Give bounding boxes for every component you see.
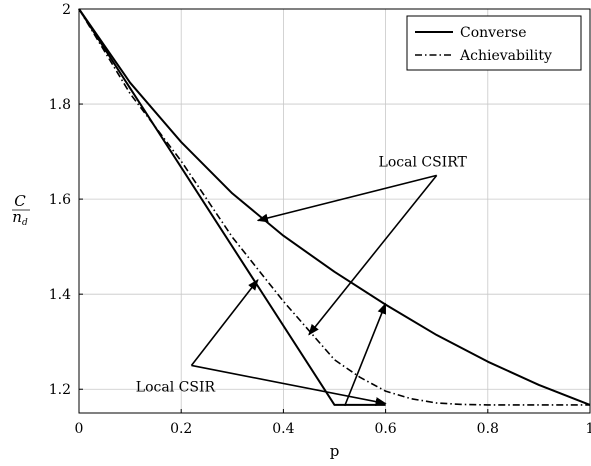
y-tick-label: 1.2 [49, 382, 71, 398]
x-tick-label: 0.6 [374, 421, 396, 437]
axis-ticks: 0 0.2 0.4 0.6 0.8 1 1.2 1.4 1.6 1.8 2 [49, 2, 591, 437]
annotation-arrow [190, 279, 259, 366]
y-tick-label: 1.8 [49, 97, 71, 113]
annotation-label-local-csir: Local CSIR [136, 379, 216, 395]
y-axis-label-denominator-base: n [12, 208, 22, 226]
x-axis-label: p [330, 442, 340, 460]
y-axis-label-numerator: C [14, 192, 26, 210]
x-tick-label: 0 [75, 421, 84, 437]
y-axis-label-denominator-sub: d [22, 218, 28, 228]
x-tick-label: 1 [586, 421, 591, 437]
y-tick-label: 1.6 [49, 192, 71, 208]
achievability-line [78, 8, 590, 406]
legend: Converse Achievability [406, 15, 582, 71]
plot-frame [78, 8, 591, 414]
annotation-label-local-csirt: Local CSIRT [379, 154, 468, 170]
x-tick-label: 0.2 [170, 421, 192, 437]
y-axis-label: C nd [12, 192, 30, 228]
grid-lines [79, 9, 590, 413]
annotation-arrow [308, 174, 438, 336]
y-tick-label: 1.4 [49, 287, 71, 303]
annotation-arrow [343, 302, 387, 407]
legend-label-converse: Converse [460, 25, 527, 41]
annotation-pointers [190, 174, 438, 407]
y-axis-label-denominator: nd [12, 208, 28, 228]
converse-line [78, 8, 591, 406]
legend-box [406, 15, 582, 71]
y-tick-label: 2 [62, 2, 71, 18]
x-tick-label: 0.8 [477, 421, 499, 437]
annotation-arrow [256, 174, 437, 223]
legend-label-achievability: Achievability [459, 48, 552, 64]
x-tick-label: 0.4 [272, 421, 294, 437]
series-lines [78, 8, 591, 406]
annotation-arrow [191, 364, 387, 406]
local-csir-line [78, 8, 386, 406]
